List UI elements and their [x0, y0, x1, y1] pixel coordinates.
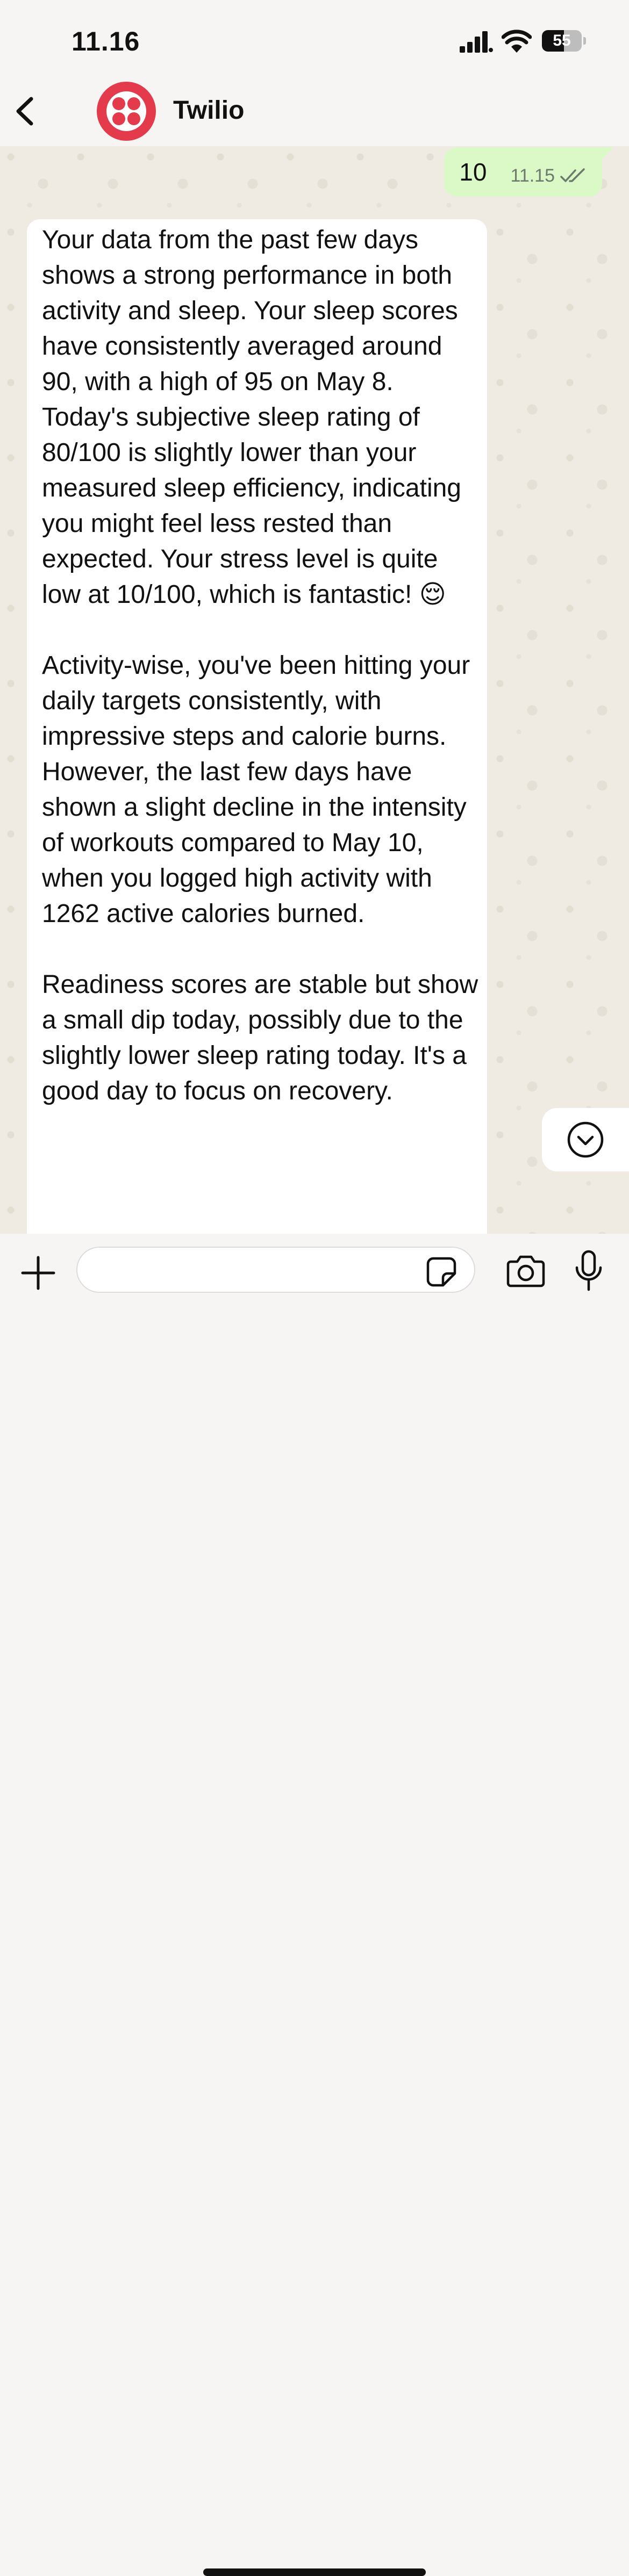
scroll-to-bottom-button[interactable] [542, 1108, 629, 1171]
double-check-icon [560, 168, 585, 182]
back-button[interactable] [10, 92, 42, 130]
camera-button[interactable] [506, 1254, 545, 1287]
outgoing-message[interactable]: 10 11.15 [444, 147, 614, 197]
logo-dot [112, 112, 125, 125]
logo-dot [127, 112, 140, 125]
message-text: 10 [459, 158, 487, 186]
chevron-left-icon [16, 97, 33, 126]
status-bar: 11.16 55 [0, 0, 629, 81]
message-time: 11.15 [510, 165, 555, 186]
battery-body: 55 [542, 30, 582, 52]
home-indicator [203, 2568, 426, 2576]
message-input[interactable] [76, 1247, 475, 1293]
cellular-signal-icon [460, 31, 493, 53]
microphone-icon [575, 1250, 602, 1291]
battery-fill [542, 30, 564, 52]
microphone-button[interactable] [573, 1250, 604, 1292]
incoming-message[interactable]: Your data from the past few days shows a… [27, 219, 487, 1234]
chat-header: Twilio [0, 81, 629, 146]
battery-indicator: 55 [542, 30, 586, 52]
camera-icon [506, 1255, 545, 1287]
battery-percentage: 55 [553, 32, 571, 49]
sticker-icon [426, 1257, 456, 1287]
twilio-logo-icon [106, 91, 146, 131]
status-time: 11.16 [72, 26, 140, 56]
chevron-down-circle-icon [567, 1121, 604, 1158]
logo-dot [127, 97, 140, 110]
battery-nub [583, 37, 586, 45]
logo-dot [112, 97, 125, 110]
contact-name[interactable]: Twilio [173, 96, 245, 125]
plus-icon [21, 1256, 55, 1290]
bubble-tail [601, 147, 614, 160]
wifi-icon [502, 30, 532, 53]
attach-button[interactable] [20, 1255, 56, 1291]
input-bar [0, 1234, 629, 2576]
message-text: Your data from the past few days shows a… [42, 226, 478, 1105]
chat-area[interactable]: 10 11.15 Your data from the past few day… [0, 146, 629, 1234]
contact-avatar[interactable] [97, 82, 156, 141]
sticker-button[interactable] [426, 1256, 457, 1287]
